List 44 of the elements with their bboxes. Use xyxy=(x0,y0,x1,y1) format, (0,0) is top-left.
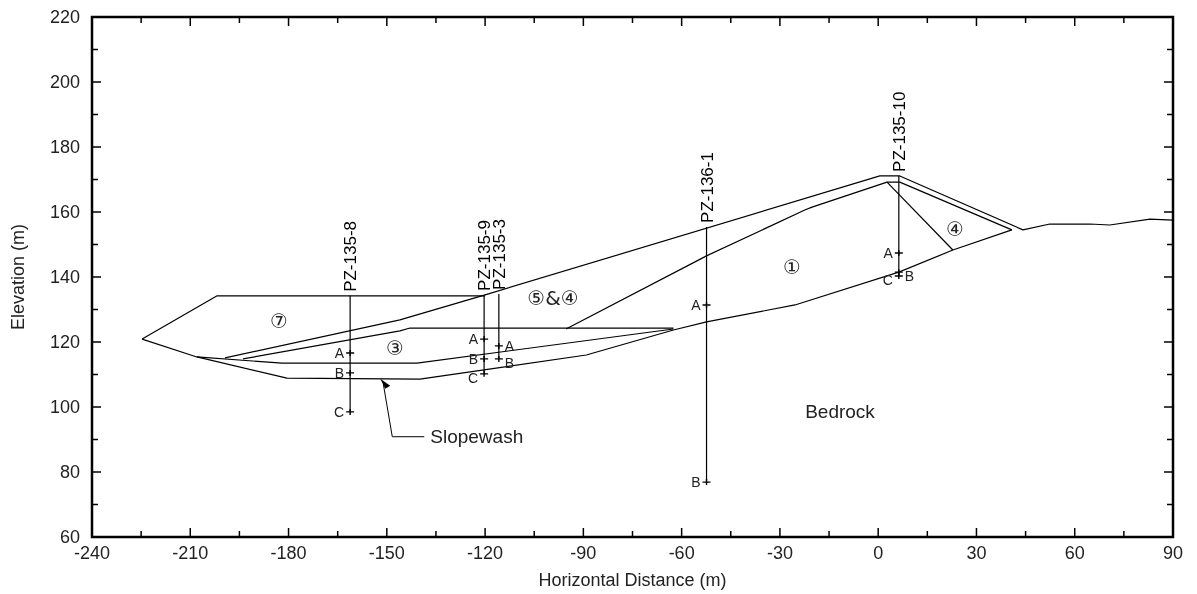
x-tick-label: -150 xyxy=(368,543,405,563)
y-tick-label: 200 xyxy=(49,72,80,92)
y-tick-label: 220 xyxy=(49,7,80,27)
annotation: ⑤&④ xyxy=(527,286,579,310)
x-tick-label: 0 xyxy=(873,543,884,563)
x-tick-label: -60 xyxy=(668,543,695,563)
data-label: B xyxy=(334,364,345,381)
text: PZ-135-8 xyxy=(341,220,361,292)
y-axis-title: Elevation (m) xyxy=(8,223,28,331)
x-tick-label: 90 xyxy=(1162,543,1184,563)
data-label: B xyxy=(904,268,915,285)
annotation: ① xyxy=(783,255,801,279)
data-label: C xyxy=(467,369,479,386)
data-label: A xyxy=(883,244,894,261)
text: PZ-136-1 xyxy=(697,152,717,223)
data-label: B xyxy=(468,350,479,367)
x-tick-label: 30 xyxy=(966,543,987,563)
y-tick-label: 100 xyxy=(49,397,80,417)
y-tick-label: 180 xyxy=(49,137,80,157)
data-label: C xyxy=(334,403,345,420)
x-tick-label: -90 xyxy=(570,543,597,563)
text: PZ-135-3 xyxy=(489,219,509,290)
annotation: ④ xyxy=(946,217,964,241)
x-tick-label: 60 xyxy=(1064,543,1085,563)
annotation: ⑦ xyxy=(270,309,288,333)
y-tick-label: 120 xyxy=(49,332,80,352)
data-label: A xyxy=(691,296,702,313)
data-label: C xyxy=(882,272,893,289)
data-label: A xyxy=(334,345,345,362)
x-axis-title: Horizontal Distance (m) xyxy=(538,570,727,590)
annotation: Slopewash xyxy=(430,425,524,447)
x-tick-label: -210 xyxy=(172,543,209,563)
annotation: ③ xyxy=(386,336,404,360)
data-label: A xyxy=(468,331,479,348)
y-tick-label: 140 xyxy=(49,267,80,287)
data-label: A xyxy=(504,337,515,354)
x-tick-label: -180 xyxy=(270,543,307,563)
y-tick-label: 80 xyxy=(59,462,80,482)
annotation: Bedrock xyxy=(805,401,876,422)
data-label: B xyxy=(691,474,701,491)
y-tick-label: 160 xyxy=(49,202,80,222)
x-tick-label: -30 xyxy=(766,543,793,563)
x-tick-label: -120 xyxy=(467,543,504,563)
text: PZ-135-10 xyxy=(889,91,909,172)
